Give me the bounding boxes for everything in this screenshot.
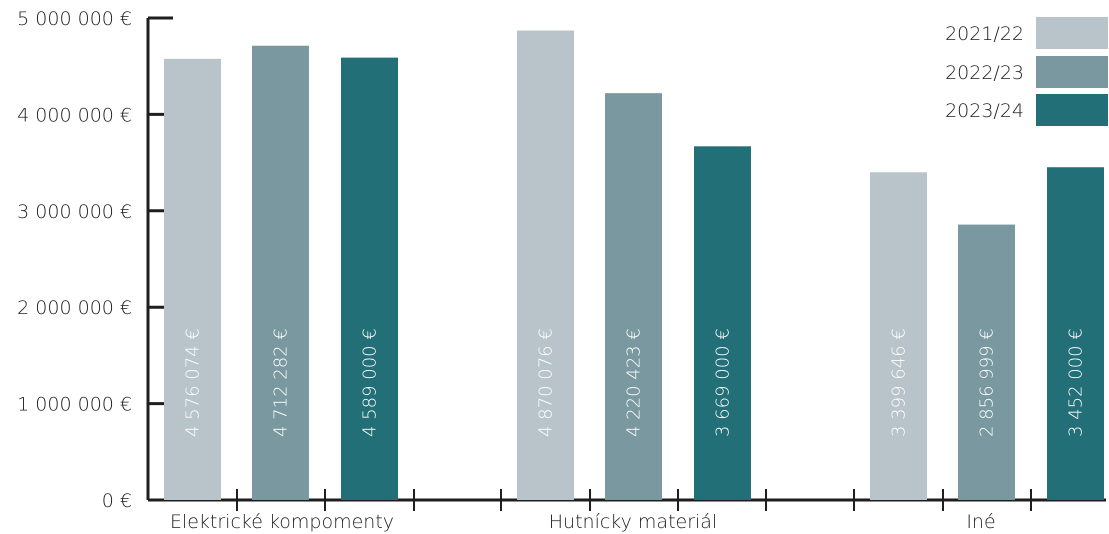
legend-swatch — [1036, 56, 1108, 88]
bar-value-label: 4 220 423 € — [624, 328, 645, 437]
axes: 0 € 1 000 000 € 2 000 000 € 3 000 000 € 4 00… — [17, 8, 1106, 533]
bar-value-label: 3 399 646 € — [889, 328, 910, 437]
bar-value-label: 4 576 074 € — [183, 328, 204, 437]
bar — [605, 93, 662, 501]
x-category-label: Iné — [966, 511, 995, 533]
bar-value-label: 2 856 999 € — [977, 328, 998, 437]
legend: 2021/22 2022/23 2023/24 — [945, 17, 1108, 126]
bar — [517, 30, 574, 501]
legend-label: 2022/23 — [945, 62, 1024, 84]
y-tick-label: 3 000 000 € — [17, 201, 132, 223]
y-tick-label: 5 000 000 € — [17, 8, 132, 30]
y-tick-label: 2 000 000 € — [17, 297, 132, 319]
bar — [164, 58, 221, 501]
x-category-label: Hutnícky materiál — [549, 511, 717, 533]
legend-swatch — [1036, 94, 1108, 126]
bar-value-label: 4 589 000 € — [360, 328, 381, 437]
bar-value-label: 4 712 282 € — [271, 328, 292, 437]
bars: 4 576 074 € 4 870 076 € 3 399 646 € 4 712 2… — [164, 30, 1104, 501]
y-tick-label: 0 € — [102, 490, 132, 512]
legend-label: 2021/22 — [945, 23, 1024, 45]
bar-value-label: 3 452 000 € — [1066, 328, 1087, 437]
bar — [870, 172, 927, 501]
bar — [1047, 167, 1104, 500]
y-tick-label: 4 000 000 € — [17, 104, 132, 126]
y-tick-label: 1 000 000 € — [17, 394, 132, 416]
bar-value-label: 3 669 000 € — [713, 328, 734, 437]
bar — [252, 45, 309, 500]
x-category-label: Elektrické kompomenty — [170, 511, 394, 533]
bar — [694, 146, 751, 500]
bar-value-label: 4 870 076 € — [536, 328, 557, 437]
bar — [341, 57, 398, 501]
legend-label: 2023/24 — [945, 100, 1024, 122]
bar — [958, 224, 1015, 500]
legend-swatch — [1036, 17, 1108, 49]
